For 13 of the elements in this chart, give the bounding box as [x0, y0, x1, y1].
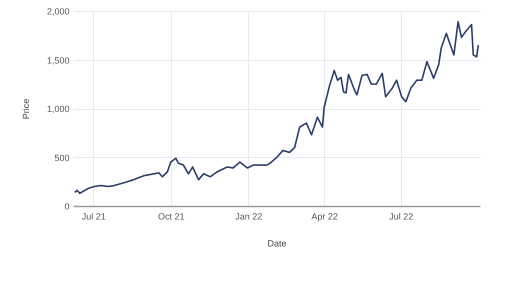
x-tick-label: Jan 22	[235, 212, 262, 222]
x-tick-label: Oct 21	[158, 212, 185, 222]
y-tick-label: 1,000	[46, 104, 70, 114]
x-tick-label: Jul 22	[389, 212, 414, 222]
y-tick-label: 1,500	[46, 55, 70, 66]
y-tick-label: 0	[64, 202, 70, 212]
line-series	[74, 20, 480, 194]
y-tick-label: 2,000	[46, 6, 70, 16]
x-tick-label: Jul 21	[82, 212, 106, 222]
x-axis-title: Date	[267, 238, 287, 248]
y-tick-label: 500	[54, 152, 70, 163]
x-tick-label: Apr 22	[311, 212, 338, 222]
y-axis-title: Price	[20, 98, 31, 120]
